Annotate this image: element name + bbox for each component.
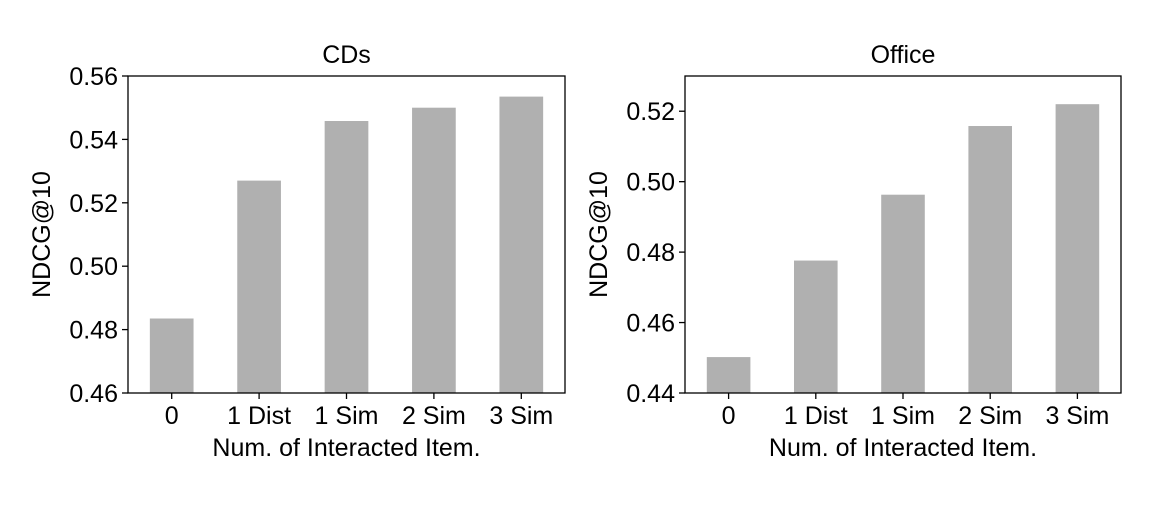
y-tick-label: 0.48 [69, 317, 118, 345]
y-tick-label: 0.54 [69, 126, 118, 154]
x-tick-label: 1 Sim [315, 402, 379, 430]
bar-2-sim [412, 107, 456, 393]
x-tick-label: 3 Sim [489, 402, 553, 430]
y-tick-label: 0.50 [69, 253, 118, 281]
bar-1-sim [881, 194, 925, 393]
y-tick-label: 0.50 [626, 169, 675, 197]
y-axis-title: NDCG@10 [585, 171, 613, 298]
y-tick-label: 0.48 [626, 239, 675, 267]
x-tick-label: 0 [722, 402, 736, 430]
bar-1-sim [324, 121, 369, 393]
bar-1-dist [794, 260, 838, 393]
y-tick-label: 0.44 [626, 380, 675, 408]
bar-0 [149, 318, 194, 393]
chart-cds: 0.46 0.48 0.50 0.52 0.54 0.56 0 1 Dist 1 Sim 2 Si… [28, 41, 566, 462]
x-axis-title: Num. of Interacted Item. [769, 434, 1037, 462]
x-tick-label: 2 Sim [402, 402, 466, 430]
x-tick-label: 1 Sim [871, 402, 935, 430]
chart-title: Office [871, 41, 936, 69]
bar-0 [706, 357, 751, 393]
y-axis-title: NDCG@10 [28, 171, 56, 298]
bar-3-sim [499, 96, 544, 393]
x-tick-label: 3 Sim [1045, 402, 1109, 430]
bar-2-sim [968, 126, 1012, 393]
y-tick-label: 0.46 [626, 310, 675, 338]
y-tick-label: 0.46 [69, 380, 118, 408]
y-tick-label: 0.56 [69, 63, 118, 91]
bar-1-dist [237, 180, 281, 393]
x-tick-label: 1 Dist [784, 402, 848, 430]
x-axis-title: Num. of Interacted Item. [212, 434, 480, 462]
chart-office: 0.44 0.46 0.48 0.50 0.52 0 1 Dist 1 Sim 2 Sim 3 S… [585, 41, 1122, 462]
bar-3-sim [1055, 104, 1100, 393]
x-tick-label: 2 Sim [958, 402, 1022, 430]
x-tick-label: 0 [165, 402, 179, 430]
y-tick-label: 0.52 [69, 190, 118, 218]
x-tick-label: 1 Dist [227, 402, 291, 430]
y-tick-label: 0.52 [626, 98, 675, 126]
chart-title: CDs [322, 41, 371, 69]
